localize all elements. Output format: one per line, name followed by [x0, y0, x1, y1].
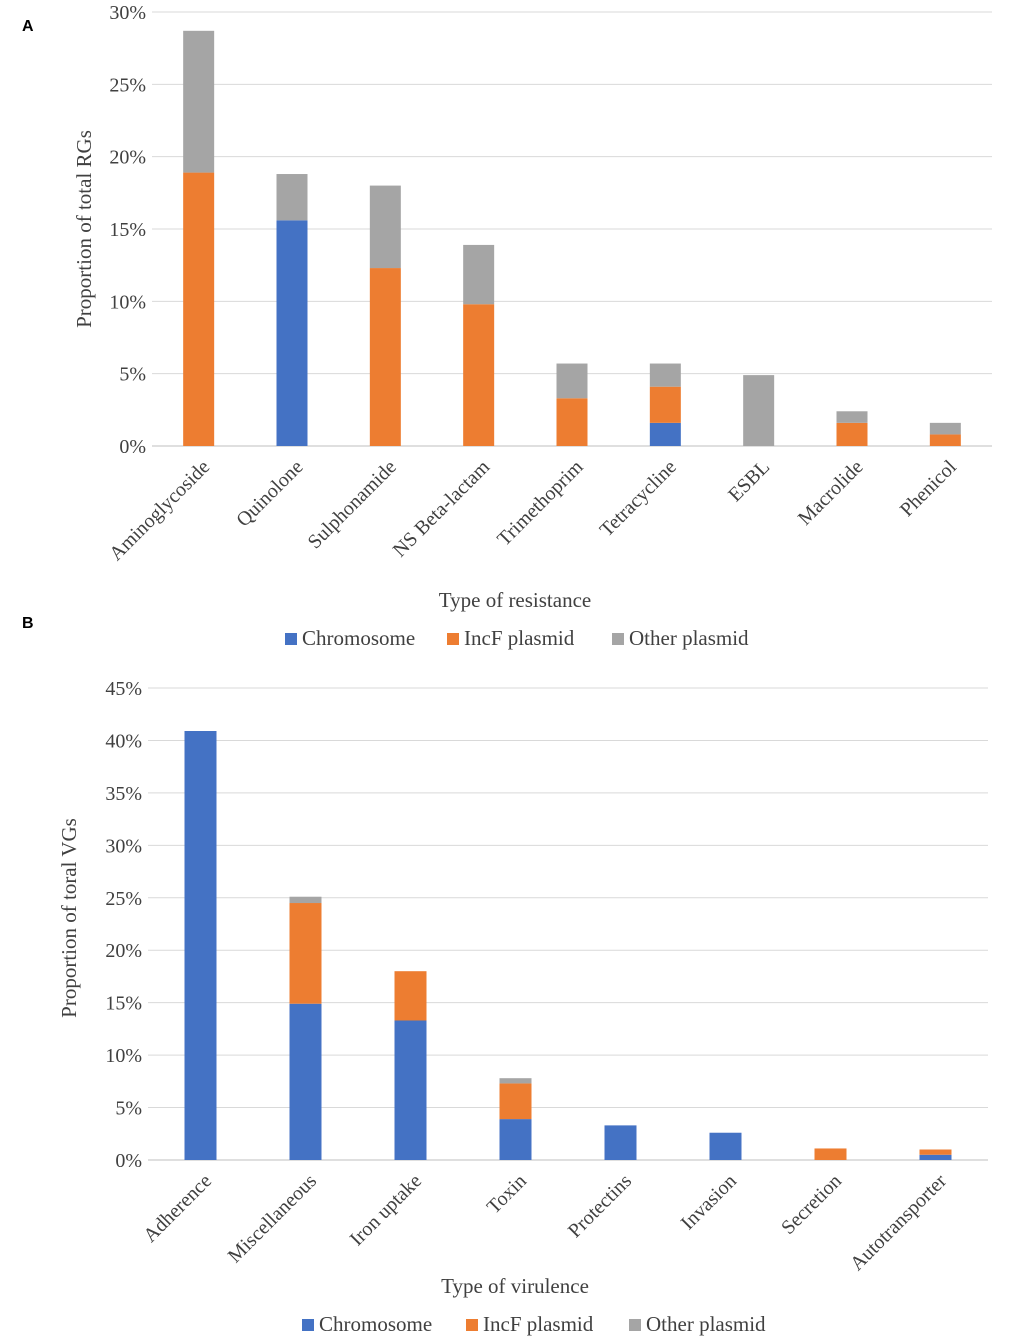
- y-tick-label: 0%: [119, 436, 146, 458]
- x-category-label: Invasion: [677, 1170, 741, 1234]
- bar-other: [649, 363, 681, 387]
- bar-other: [836, 411, 868, 423]
- y-tick-label: 20%: [109, 147, 146, 169]
- bar-other: [499, 1078, 532, 1084]
- bar-incf: [929, 434, 961, 446]
- y-tick-label: 25%: [105, 888, 142, 910]
- y-tick-label: 10%: [109, 291, 146, 313]
- y-axis-title: Proportion of toral VGs: [57, 818, 81, 1018]
- x-category-label: Tetracycline: [596, 456, 681, 541]
- x-category-label: ESBL: [724, 456, 774, 506]
- legend-label: IncF plasmid: [483, 1312, 594, 1336]
- bar-incf: [463, 304, 495, 446]
- legend-swatch: [629, 1319, 641, 1331]
- bar-incf: [814, 1148, 847, 1160]
- y-tick-label: 5%: [115, 1098, 142, 1120]
- bar-incf: [289, 903, 322, 1004]
- y-tick-label: 15%: [105, 993, 142, 1015]
- y-tick-label: 10%: [105, 1045, 142, 1067]
- y-tick-label: 40%: [105, 730, 142, 752]
- bar-chromosome: [184, 731, 217, 1160]
- y-tick-label: 30%: [109, 2, 146, 24]
- y-tick-label: 25%: [109, 74, 146, 96]
- bar-incf: [649, 386, 681, 423]
- y-axis-title: Proportion of total RGs: [72, 130, 96, 328]
- panel-label-a: A: [22, 18, 34, 35]
- x-category-label: NS Beta-lactam: [389, 456, 495, 562]
- x-category-label: Phenicol: [896, 456, 961, 521]
- bar-incf: [919, 1149, 952, 1155]
- bar-incf: [369, 268, 401, 446]
- y-tick-label: 20%: [105, 940, 142, 962]
- bar-other: [369, 185, 401, 269]
- x-category-label: Macrolide: [794, 456, 868, 530]
- legend-swatch: [612, 633, 624, 645]
- bar-other: [556, 363, 588, 399]
- y-tick-label: 35%: [105, 783, 142, 805]
- bar-chromosome: [276, 220, 308, 446]
- panel-label-b: B: [22, 615, 34, 632]
- y-tick-label: 5%: [119, 364, 146, 386]
- legend-label: Chromosome: [302, 626, 415, 650]
- x-category-label: Quinolone: [232, 456, 307, 531]
- y-tick-label: 0%: [115, 1150, 142, 1172]
- bar-chromosome: [394, 1020, 427, 1160]
- bar-other: [289, 896, 322, 904]
- bar-incf: [499, 1083, 532, 1120]
- x-category-label: Sulphonamide: [304, 456, 401, 553]
- y-tick-label: 30%: [105, 835, 142, 857]
- x-category-label: Secretion: [777, 1170, 846, 1239]
- x-category-label: Autotransporter: [846, 1170, 951, 1275]
- x-category-label: Aminoglycoside: [105, 456, 214, 565]
- bar-chromosome: [649, 422, 681, 446]
- bar-chromosome: [709, 1132, 742, 1160]
- x-category-label: Iron uptake: [346, 1170, 426, 1250]
- bar-incf: [183, 172, 215, 446]
- legend-label: IncF plasmid: [464, 626, 575, 650]
- bar-other: [276, 174, 308, 221]
- bar-chromosome: [289, 1003, 322, 1160]
- bar-incf: [556, 398, 588, 446]
- bar-incf: [836, 422, 868, 446]
- bar-other: [929, 422, 961, 435]
- legend-swatch: [285, 633, 297, 645]
- x-category-label: Adherence: [139, 1170, 216, 1247]
- chart-a: 0% 5% 10% 15% 20% 25% 30% Aminoglycoside Quinolo…: [72, 2, 992, 650]
- x-category-label: Toxin: [483, 1170, 531, 1218]
- legend-label: Other plasmid: [629, 626, 749, 650]
- bar-chromosome: [919, 1154, 952, 1160]
- x-category-label: Protectins: [564, 1170, 636, 1242]
- y-tick-label: 45%: [105, 678, 142, 700]
- bar-other: [743, 375, 775, 446]
- legend-swatch: [447, 633, 459, 645]
- legend-swatch: [466, 1319, 478, 1331]
- x-category-label: Miscellaneous: [224, 1170, 321, 1267]
- legend-label: Other plasmid: [646, 1312, 766, 1336]
- x-axis-title: Type of virulence: [441, 1274, 589, 1298]
- chart-b: 0% 5% 10% 15% 20% 25% 30% 35% 40% 45% Adherence Mis…: [57, 678, 988, 1336]
- x-category-label: Trimethoprim: [493, 456, 588, 551]
- bar-chromosome: [499, 1119, 532, 1160]
- legend-label: Chromosome: [319, 1312, 432, 1336]
- x-axis-title: Type of resistance: [439, 588, 591, 612]
- bar-other: [463, 244, 495, 305]
- y-tick-label: 15%: [109, 219, 146, 241]
- bar-incf: [394, 971, 427, 1021]
- bar-other: [183, 30, 215, 173]
- bar-chromosome: [604, 1125, 637, 1160]
- legend-swatch: [302, 1319, 314, 1331]
